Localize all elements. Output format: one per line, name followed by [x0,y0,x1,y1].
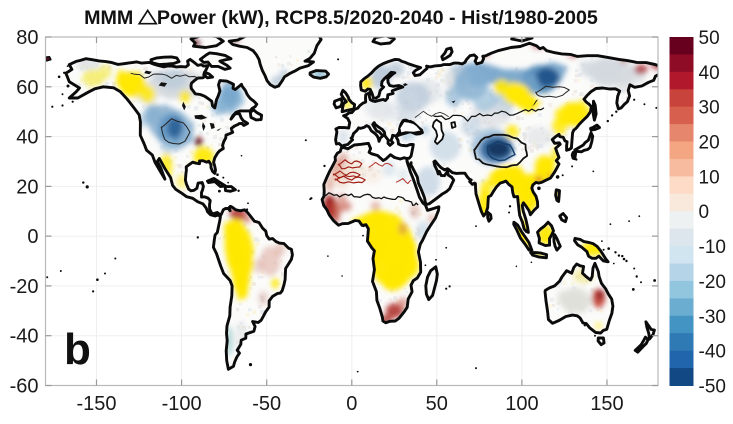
svg-text:100: 100 [505,393,538,415]
svg-text:0: 0 [346,393,357,415]
svg-text:40: 40 [16,127,38,149]
svg-text:150: 150 [590,393,623,415]
svg-text:-50: -50 [699,377,726,398]
svg-text:50: 50 [699,28,720,49]
svg-text:-10: -10 [699,237,726,258]
svg-text:-60: -60 [10,376,39,398]
svg-text:-30: -30 [699,307,726,328]
svg-text:60: 60 [16,77,38,99]
svg-text:30: 30 [699,98,720,119]
svg-text:10: 10 [699,167,720,188]
svg-text:80: 80 [16,27,38,49]
svg-text:-20: -20 [699,272,726,293]
svg-text:-40: -40 [10,326,39,348]
svg-text:-100: -100 [162,393,202,415]
svg-text:40: 40 [699,63,720,84]
svg-text:0: 0 [27,226,38,248]
svg-text:-20: -20 [10,276,39,298]
svg-text:0: 0 [699,202,710,223]
svg-text:20: 20 [16,176,38,198]
svg-text:50: 50 [426,393,448,415]
svg-text:-150: -150 [76,393,116,415]
svg-text:MMM Δ Power (kW), RCP8.5/2020-: MMM Δ Power (kW), RCP8.5/2020-2040 - His… [84,7,598,29]
svg-text:-50: -50 [252,393,281,415]
svg-text:20: 20 [699,133,720,154]
svg-text:b: b [64,325,91,374]
svg-text:-40: -40 [699,342,726,363]
